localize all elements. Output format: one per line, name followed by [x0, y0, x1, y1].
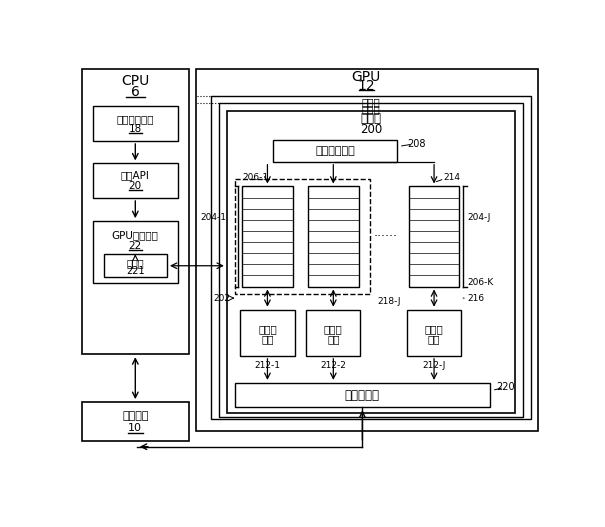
Text: 200: 200 — [360, 123, 382, 136]
Text: GPU: GPU — [352, 70, 381, 84]
Text: 10: 10 — [128, 423, 142, 433]
Bar — [82, 402, 189, 441]
Text: 206-K: 206-K — [468, 278, 494, 287]
Bar — [409, 187, 459, 287]
Text: 204-J: 204-J — [467, 213, 491, 222]
Text: 221: 221 — [126, 266, 145, 276]
Bar — [103, 254, 167, 277]
Bar — [211, 95, 531, 419]
Bar — [308, 187, 359, 287]
Bar — [306, 310, 361, 356]
Bar — [93, 163, 178, 198]
Text: 218-J: 218-J — [378, 297, 401, 306]
Text: 编译器: 编译器 — [126, 258, 144, 268]
Text: ......: ...... — [374, 226, 397, 239]
Text: 软件应用程序: 软件应用程序 — [117, 114, 154, 124]
Text: 管线控制单元: 管线控制单元 — [315, 146, 355, 156]
Text: 图形API: 图形API — [121, 171, 150, 181]
Text: 本地存: 本地存 — [324, 324, 342, 334]
Text: 系统内存: 系统内存 — [122, 411, 149, 421]
Text: 处理器: 处理器 — [362, 97, 381, 107]
Bar — [82, 70, 189, 354]
Text: 204-1: 204-1 — [201, 213, 227, 222]
Text: 206-1: 206-1 — [242, 173, 269, 182]
Text: 212-2: 212-2 — [321, 360, 346, 369]
Text: 处理器: 处理器 — [362, 104, 381, 114]
Text: 212-J: 212-J — [422, 360, 446, 369]
Text: 本地存: 本地存 — [258, 324, 277, 334]
Text: 212-1: 212-1 — [255, 360, 281, 369]
Bar — [242, 187, 293, 287]
Bar — [273, 140, 397, 162]
Text: 12: 12 — [358, 80, 375, 93]
Text: 本地存: 本地存 — [425, 324, 443, 334]
Text: GPU驱动程序: GPU驱动程序 — [112, 230, 159, 240]
Text: 6: 6 — [131, 85, 140, 100]
Bar — [93, 221, 178, 282]
Text: 储器: 储器 — [428, 334, 440, 344]
Text: 18: 18 — [129, 124, 142, 134]
Bar — [235, 383, 490, 407]
Text: 20: 20 — [129, 181, 142, 191]
Bar — [196, 70, 538, 431]
Text: 储器: 储器 — [327, 334, 339, 344]
Bar — [240, 310, 295, 356]
Text: 储器: 储器 — [261, 334, 273, 344]
Text: 共享存储器: 共享存储器 — [345, 388, 380, 402]
Bar — [235, 179, 370, 294]
Text: 216: 216 — [468, 294, 485, 302]
Text: 208: 208 — [407, 139, 426, 149]
Text: 220: 220 — [497, 382, 515, 392]
Text: 22: 22 — [129, 241, 142, 251]
Text: 214: 214 — [443, 173, 461, 182]
Text: 处理器: 处理器 — [361, 112, 381, 125]
Bar — [227, 111, 515, 413]
Bar — [407, 310, 461, 356]
Bar — [93, 106, 178, 141]
Text: 202: 202 — [214, 294, 231, 302]
Text: CPU: CPU — [121, 74, 149, 88]
Bar — [219, 103, 523, 417]
